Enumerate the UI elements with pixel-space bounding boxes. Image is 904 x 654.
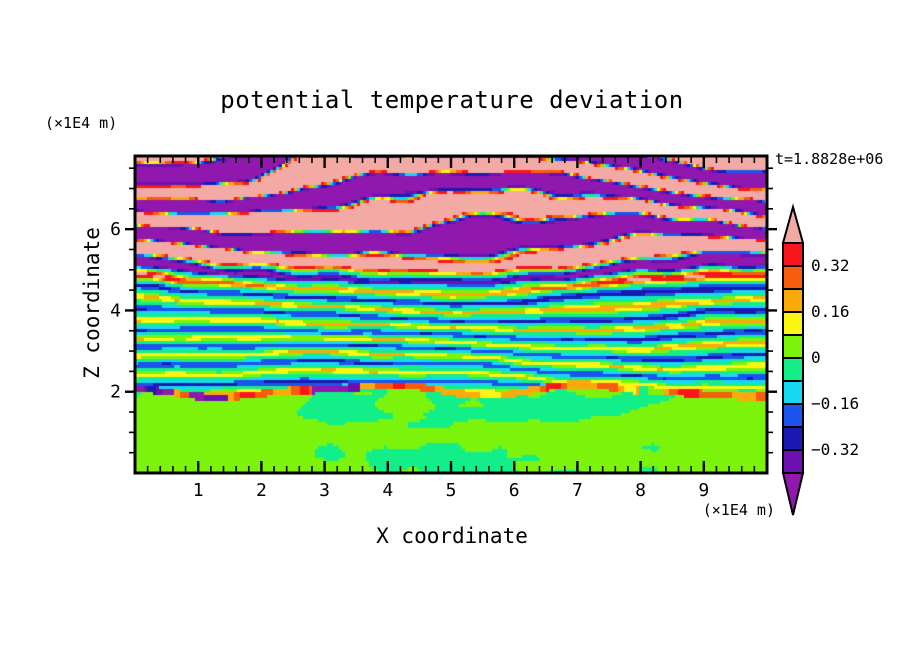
colorbar-under-arrow	[781, 472, 805, 516]
colorbar-segment	[782, 380, 804, 405]
x-axis-units-label: (×1E4 m)	[702, 501, 775, 519]
x-axis-title: X coordinate	[376, 524, 528, 548]
contour-field-canvas	[135, 156, 767, 473]
y-tick-label: 6	[110, 219, 121, 240]
colorbar-tick-label: 0.16	[811, 302, 850, 321]
colorbar-segment	[782, 334, 804, 359]
x-tick-label: 4	[382, 480, 393, 501]
x-tick-label: 9	[698, 480, 709, 501]
colorbar-segment	[782, 288, 804, 313]
colorbar-segment	[782, 426, 804, 451]
x-tick-label: 8	[635, 480, 646, 501]
x-tick-label: 7	[572, 480, 583, 501]
y-tick-label: 2	[110, 382, 121, 403]
plot-border	[133, 154, 769, 475]
colorbar-tick-label: 0.32	[811, 256, 850, 275]
x-tick-label: 5	[446, 480, 457, 501]
time-annotation: t=1.8828e+06	[775, 150, 884, 168]
colorbar-tick-label: −0.16	[811, 394, 859, 413]
colorbar-tick-label: 0	[811, 348, 821, 367]
colorbar-segment	[782, 449, 804, 474]
colorbar-tick-label: −0.32	[811, 440, 859, 459]
colorbar-segment	[782, 357, 804, 382]
colorbar-segment	[782, 265, 804, 290]
page-title: potential temperature deviation	[220, 86, 684, 114]
colorbar-over-arrow	[781, 203, 805, 244]
x-tick-label: 3	[319, 480, 330, 501]
x-tick-label: 6	[509, 480, 520, 501]
y-axis-units-label: (×1E4 m)	[45, 114, 118, 132]
x-tick-label: 1	[193, 480, 204, 501]
x-tick-label: 2	[256, 480, 267, 501]
colorbar-segment	[782, 242, 804, 267]
colorbar-segment	[782, 403, 804, 428]
y-tick-label: 4	[110, 300, 121, 321]
colorbar-segment	[782, 311, 804, 336]
